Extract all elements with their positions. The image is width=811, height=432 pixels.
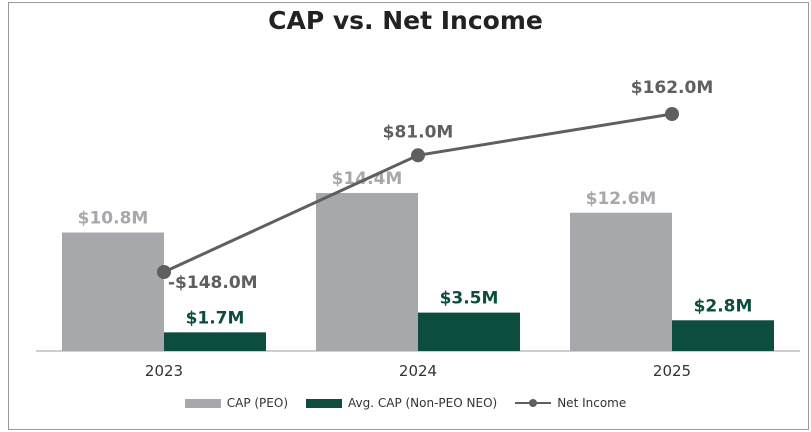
- data-label-net-income-2025: $162.0M: [631, 78, 714, 98]
- legend-label-net-income: Net Income: [557, 396, 627, 410]
- legend-swatch-cap-peo: [184, 398, 221, 408]
- net-income-point-2023: [157, 265, 171, 279]
- legend-label-avg-cap: Avg. CAP (Non-PEO NEO): [348, 396, 498, 410]
- data-label-avg-cap-2024: $3.5M: [440, 289, 499, 309]
- data-label-net-income-2023: -$148.0M: [168, 273, 258, 293]
- data-label-avg-cap-2025: $2.8M: [694, 296, 753, 316]
- data-label-cap-peo-2023: $10.8M: [78, 209, 149, 229]
- bar-avg-cap-2023: [164, 332, 266, 351]
- data-label-avg-cap-2023: $1.7M: [186, 308, 245, 328]
- legend-item-net-income: Net Income: [515, 396, 626, 410]
- bar-cap-peo-2025: [570, 212, 672, 351]
- chart-title: CAP vs. Net Income: [268, 6, 543, 35]
- x-tick-label-2024: 2024: [399, 362, 437, 380]
- legend-item-avg-cap: Avg. CAP (Non-PEO NEO): [306, 396, 497, 410]
- legend-swatch-net-income: [515, 398, 552, 408]
- legend-label-cap-peo: CAP (PEO): [226, 396, 288, 410]
- bar-cap-peo-2023: [62, 232, 164, 351]
- bar-avg-cap-2025: [672, 320, 774, 351]
- data-label-cap-peo-2025: $12.6M: [586, 189, 657, 209]
- net-income-point-2024: [411, 148, 425, 163]
- x-tick-label-2025: 2025: [653, 362, 691, 380]
- x-tick-label-2023: 2023: [145, 362, 183, 380]
- data-label-net-income-2024: $81.0M: [383, 122, 454, 142]
- bar-avg-cap-2024: [418, 312, 520, 351]
- chart-legend: CAP (PEO) Avg. CAP (Non-PEO NEO) Net Inc…: [0, 396, 811, 410]
- legend-item-cap-peo: CAP (PEO): [184, 396, 288, 410]
- legend-swatch-avg-cap: [306, 398, 342, 408]
- bar-cap-peo-2024: [316, 193, 418, 351]
- net-income-point-2025: [665, 107, 679, 121]
